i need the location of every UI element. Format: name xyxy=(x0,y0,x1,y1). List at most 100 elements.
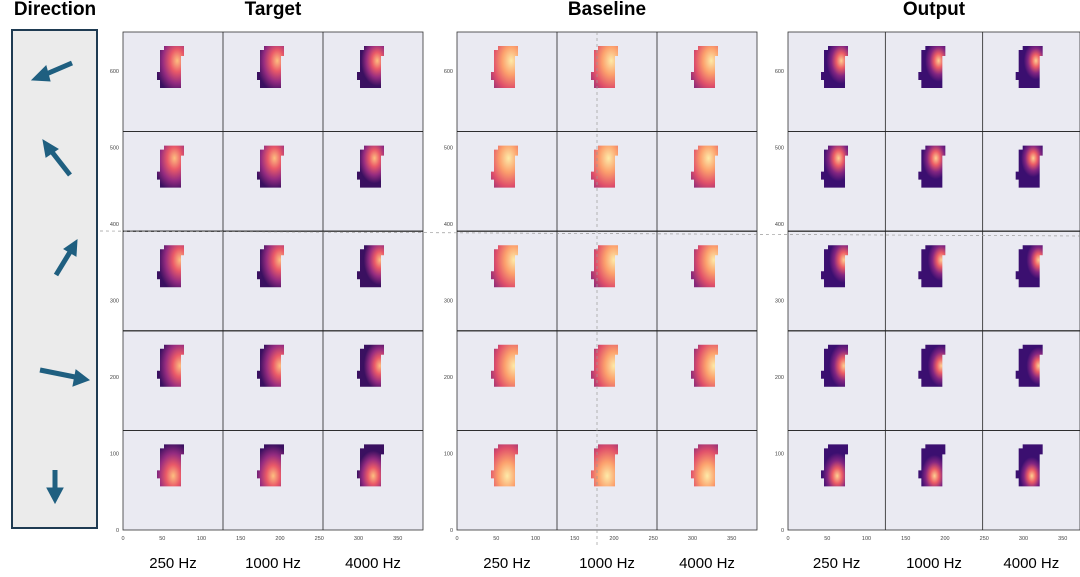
y-tick-label: 300 xyxy=(775,299,784,305)
arrow-head xyxy=(63,239,78,257)
y-tick-label: 500 xyxy=(110,146,119,152)
heatmap xyxy=(1015,245,1043,288)
heatmap xyxy=(591,444,618,487)
heatmap xyxy=(918,444,946,487)
y-tick-label: 200 xyxy=(110,375,119,381)
frequency-label: 1000 Hz xyxy=(579,555,635,572)
heatmap xyxy=(691,444,718,487)
frequency-label: 1000 Hz xyxy=(245,555,301,572)
y-tick-label: 0 xyxy=(116,528,119,534)
heatmap xyxy=(357,145,384,188)
panel-title: Target xyxy=(245,0,302,20)
heatmap xyxy=(1015,344,1043,387)
x-tick-label: 200 xyxy=(275,536,284,542)
x-tick-label: 300 xyxy=(354,536,363,542)
heatmap xyxy=(691,344,718,387)
heatmap xyxy=(1015,444,1043,487)
x-tick-label: 0 xyxy=(121,536,124,542)
direction-arrows xyxy=(30,60,91,505)
heatmap xyxy=(821,46,849,88)
x-tick-label: 250 xyxy=(649,536,658,542)
frequency-label: 250 Hz xyxy=(149,555,197,572)
frequency-label: 250 Hz xyxy=(483,555,531,572)
heatmap xyxy=(257,145,284,188)
x-tick-label: 200 xyxy=(940,536,949,542)
x-tick-label: 100 xyxy=(531,536,540,542)
y-tick-label: 600 xyxy=(110,69,119,75)
y-tick-label: 600 xyxy=(775,69,784,75)
heatmap xyxy=(157,46,184,88)
y-tick-label: 0 xyxy=(781,528,784,534)
y-tick-label: 200 xyxy=(444,375,453,381)
heatmap xyxy=(491,46,518,88)
arrow-head xyxy=(30,65,51,82)
arrow xyxy=(43,60,73,78)
heatmap xyxy=(491,344,518,387)
heatmap xyxy=(157,344,184,387)
heatmap xyxy=(357,344,384,387)
guide-line xyxy=(99,230,1080,237)
y-tick-label: 100 xyxy=(110,452,119,458)
x-tick-label: 100 xyxy=(197,536,206,542)
x-tick-label: 50 xyxy=(159,536,165,542)
direction-panel xyxy=(11,29,98,529)
y-tick-label: 400 xyxy=(444,222,453,228)
y-tick-label: 500 xyxy=(775,146,784,152)
x-tick-label: 150 xyxy=(570,536,579,542)
arrow xyxy=(53,250,73,277)
frequency-label: 4000 Hz xyxy=(345,555,401,572)
heatmap xyxy=(821,145,849,188)
y-tick-label: 500 xyxy=(444,146,453,152)
heatmap xyxy=(691,145,718,188)
heatmap xyxy=(491,145,518,188)
heatmap xyxy=(691,245,718,288)
y-tick-label: 200 xyxy=(775,375,784,381)
heatmap xyxy=(821,344,849,387)
y-tick-label: 300 xyxy=(110,299,119,305)
x-tick-label: 50 xyxy=(824,536,830,542)
heatmap xyxy=(918,145,946,188)
frequency-label: 250 Hz xyxy=(813,555,861,572)
heatmap xyxy=(157,245,184,288)
heatmap xyxy=(491,444,518,487)
x-tick-label: 150 xyxy=(236,536,245,542)
heatmap xyxy=(257,444,284,487)
heatmap xyxy=(257,245,284,288)
y-tick-label: 600 xyxy=(444,69,453,75)
heatmap xyxy=(357,46,384,88)
heatmap xyxy=(1015,145,1043,188)
heatmap xyxy=(591,46,618,88)
arrow-head xyxy=(46,487,64,505)
heatmap xyxy=(591,245,618,288)
x-tick-label: 350 xyxy=(727,536,736,542)
y-tick-label: 100 xyxy=(444,452,453,458)
arrow xyxy=(39,367,76,380)
frequency-label: 4000 Hz xyxy=(679,555,735,572)
x-tick-label: 150 xyxy=(901,536,910,542)
y-tick-label: 100 xyxy=(775,452,784,458)
arrow xyxy=(50,150,72,177)
y-tick-label: 300 xyxy=(444,299,453,305)
x-tick-label: 350 xyxy=(1058,536,1067,542)
x-tick-label: 0 xyxy=(786,536,789,542)
x-tick-label: 200 xyxy=(609,536,618,542)
x-tick-label: 250 xyxy=(315,536,324,542)
y-tick-label: 0 xyxy=(450,528,453,534)
x-tick-label: 0 xyxy=(455,536,458,542)
heatmap xyxy=(1015,46,1043,88)
heatmap xyxy=(821,245,849,288)
heatmap xyxy=(157,145,184,188)
x-tick-label: 250 xyxy=(980,536,989,542)
heatmap xyxy=(918,245,946,288)
heatmap xyxy=(821,444,849,487)
x-tick-label: 50 xyxy=(493,536,499,542)
x-tick-label: 100 xyxy=(862,536,871,542)
x-tick-label: 300 xyxy=(1019,536,1028,542)
panel-title: Baseline xyxy=(568,0,646,20)
heatmap xyxy=(918,46,946,88)
frequency-label: 1000 Hz xyxy=(906,555,962,572)
arrow-head xyxy=(72,369,91,387)
heatmap xyxy=(357,444,384,487)
